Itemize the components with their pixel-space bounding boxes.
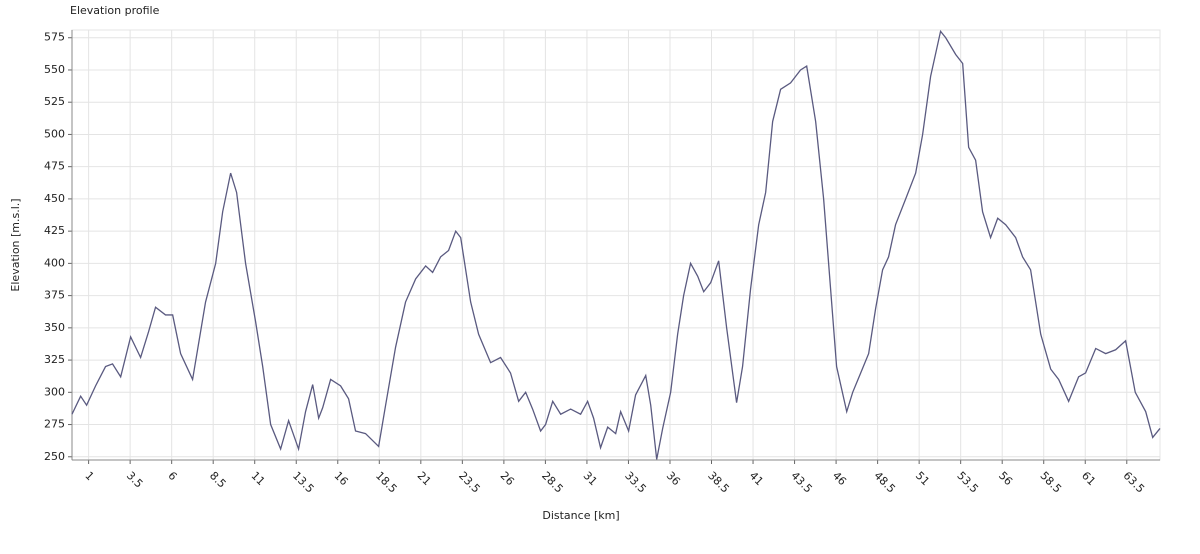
- x-tick-label: 6: [165, 469, 179, 483]
- y-tick-label: 275: [44, 418, 65, 431]
- y-tick-label: 525: [44, 95, 65, 108]
- x-tick-label: 11: [248, 469, 267, 488]
- x-tick-label: 1: [82, 469, 96, 483]
- x-tick-label: 63.5: [1121, 469, 1148, 496]
- x-tick-label: 16: [332, 469, 351, 488]
- x-tick-label: 18.5: [373, 469, 400, 496]
- y-tick-label: 325: [44, 353, 65, 366]
- x-tick-label: 48.5: [871, 469, 898, 496]
- elevation-line: [71, 29, 1161, 460]
- x-tick-label: 36: [664, 469, 683, 488]
- y-tick-label: 375: [44, 289, 65, 302]
- x-tick-label: 51: [913, 469, 932, 488]
- chart-title: Elevation profile: [70, 4, 160, 17]
- y-tick-label: 550: [44, 63, 65, 76]
- x-tick-label: 33.5: [622, 469, 649, 496]
- y-tick-label: 425: [44, 224, 65, 237]
- y-tick-label: 300: [44, 385, 65, 398]
- y-tick-label: 475: [44, 160, 65, 173]
- x-tick-label: 8.5: [207, 469, 229, 491]
- y-tick-label: 400: [44, 256, 65, 269]
- x-tick-label: 21: [415, 469, 434, 488]
- y-tick-label: 350: [44, 321, 65, 334]
- x-tick-label: 58.5: [1037, 469, 1064, 496]
- x-tick-label: 23.5: [456, 469, 483, 496]
- x-tick-label: 38.5: [705, 469, 732, 496]
- x-tick-label: 26: [498, 469, 517, 488]
- x-axis-label: Distance [km]: [542, 509, 619, 522]
- x-tick-label: 46: [830, 469, 849, 488]
- x-tick-label: 31: [581, 469, 600, 488]
- x-tick-label: 41: [747, 469, 766, 488]
- y-axis-label: Elevation [m.s.l.]: [9, 198, 22, 291]
- y-tick-label: 250: [44, 450, 65, 463]
- y-tick-label: 500: [44, 127, 65, 140]
- x-tick-label: 43.5: [788, 469, 815, 496]
- x-tick-label: 28.5: [539, 469, 566, 496]
- x-tick-label: 56: [996, 469, 1015, 488]
- x-tick-label: 3.5: [124, 469, 146, 491]
- x-tick-label: 61: [1079, 469, 1098, 488]
- y-tick-label: 450: [44, 192, 65, 205]
- x-tick-label: 13.5: [290, 469, 317, 496]
- y-tick-label: 575: [44, 31, 65, 44]
- x-tick-label: 53.5: [954, 469, 981, 496]
- plot-area: [71, 29, 1161, 461]
